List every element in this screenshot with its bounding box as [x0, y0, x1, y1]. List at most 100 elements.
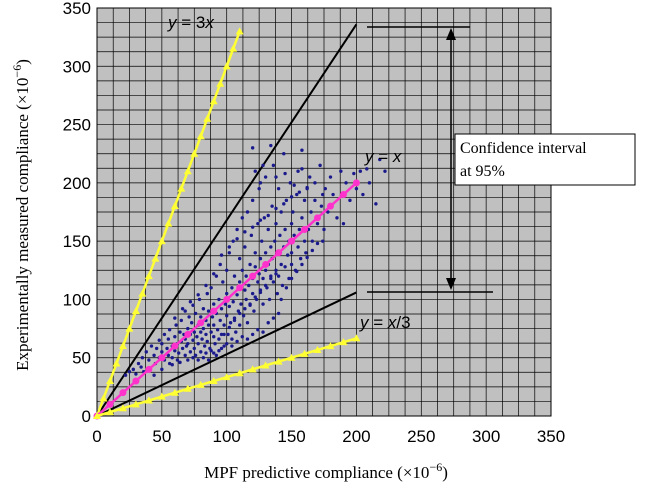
- scatter-point: [245, 337, 250, 341]
- scatter-point: [256, 280, 260, 284]
- scatter-point: [227, 251, 232, 255]
- scatter-point: [227, 304, 232, 309]
- line-marker: [223, 295, 231, 303]
- scatter-point: [152, 373, 156, 377]
- scatter-point: [140, 356, 145, 360]
- scatter-point: [326, 210, 330, 214]
- scatter-point: [212, 272, 216, 276]
- scatter-point: [177, 351, 181, 355]
- scatter-point: [322, 227, 326, 232]
- scatter-point: [209, 330, 213, 334]
- scatter-point: [222, 344, 226, 348]
- scatter-point: [212, 302, 216, 306]
- scatter-point: [250, 332, 255, 337]
- line-marker: [248, 365, 257, 373]
- scatter-point: [292, 233, 296, 238]
- line-marker: [236, 284, 244, 292]
- scatter-point: [222, 332, 226, 337]
- y-tick-label: 0: [82, 407, 91, 426]
- scatter-point: [196, 293, 200, 297]
- scatter-point: [167, 328, 172, 332]
- scatter-point: [243, 245, 247, 249]
- series-line-y=3x: [93, 27, 244, 419]
- scatter-point: [280, 283, 285, 288]
- y-tick-label: 50: [72, 349, 91, 368]
- scatter-point: [152, 353, 156, 358]
- line-marker: [164, 219, 173, 227]
- scatter-point: [162, 332, 167, 337]
- reference-lines: [96, 23, 358, 417]
- line-marker: [119, 389, 127, 397]
- scatter-point: [319, 204, 324, 208]
- scatter-point: [167, 361, 172, 366]
- scatter-point: [243, 307, 247, 311]
- scatter-point: [219, 253, 224, 257]
- scatter-point: [315, 221, 320, 226]
- scatter-point: [180, 307, 185, 311]
- line-marker: [352, 334, 361, 342]
- scatter-point: [178, 330, 182, 334]
- scatter-point: [323, 186, 327, 191]
- scatter-point: [383, 169, 387, 173]
- y-axis-ticks: 0 50 100 150 200 250 300 350: [63, 0, 91, 426]
- scatter-point: [217, 337, 221, 341]
- scatter-point: [300, 216, 304, 220]
- scatter-point: [250, 291, 255, 296]
- scatter-point: [222, 323, 226, 327]
- line-marker: [99, 394, 108, 402]
- scatter-point: [217, 349, 221, 353]
- scatter-point: [289, 262, 294, 267]
- line-marker: [222, 373, 231, 381]
- scatter-point: [297, 190, 302, 194]
- line-marker: [183, 167, 192, 175]
- line-marker: [262, 260, 270, 268]
- scatter-point: [206, 323, 211, 327]
- scatter-point: [178, 360, 182, 365]
- scatter-point: [274, 175, 278, 179]
- scatter-point: [154, 346, 159, 351]
- scatter-point: [127, 370, 132, 374]
- scatter-point: [188, 350, 193, 354]
- scatter-point: [197, 297, 202, 302]
- scatter-point: [283, 265, 287, 269]
- x-tick-label: 250: [407, 427, 435, 446]
- annotation-y-equals-3x: y = 3x: [167, 13, 214, 32]
- scatter-point: [202, 344, 207, 348]
- scatter-point: [243, 230, 247, 234]
- line-marker: [216, 79, 225, 87]
- scatter-point: [192, 330, 196, 334]
- line-marker: [158, 354, 166, 362]
- series-line-upper-95: [96, 23, 358, 417]
- scatter-point: [237, 323, 242, 327]
- scatter-point: [218, 318, 222, 323]
- line-marker: [249, 272, 257, 280]
- line-marker: [274, 357, 283, 365]
- scatter-point: [289, 276, 294, 281]
- ci-label-box: [454, 133, 636, 186]
- scatter-point: [237, 280, 242, 284]
- line-marker: [261, 361, 270, 369]
- scatter-point: [226, 332, 230, 337]
- scatter-point: [240, 216, 244, 220]
- scatter-point: [258, 256, 263, 261]
- scatter-point: [274, 272, 278, 276]
- scatter-point: [271, 280, 276, 284]
- scatter-point: [252, 309, 256, 313]
- line-marker: [326, 342, 335, 350]
- line-marker: [131, 400, 140, 408]
- scatter-point: [284, 198, 289, 203]
- scatter-point: [378, 157, 382, 162]
- scatter-point: [232, 316, 237, 320]
- scatter-point: [219, 332, 224, 337]
- line-marker: [171, 342, 179, 350]
- scatter-point: [196, 358, 200, 362]
- scatter-point: [276, 274, 281, 278]
- scatter-point: [358, 169, 363, 173]
- scatter-point: [165, 346, 169, 351]
- scatter-point: [235, 293, 239, 297]
- x-tick-label: 300: [472, 427, 500, 446]
- scatter-point: [267, 297, 272, 302]
- scatter-point: [201, 356, 206, 360]
- scatter-point: [300, 167, 304, 171]
- scatter-point: [273, 239, 277, 243]
